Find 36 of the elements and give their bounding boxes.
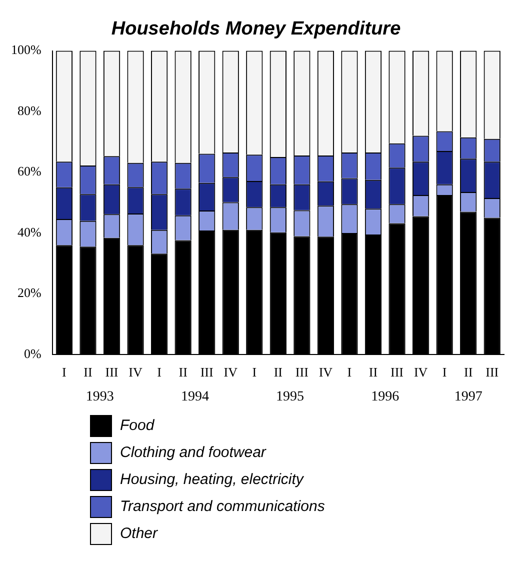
text: 1994 <box>180 390 209 405</box>
x-tick-label: IV <box>224 364 238 380</box>
x-tick-label: II <box>368 364 378 380</box>
chart-title: Households Money Expenditure <box>111 18 402 40</box>
x-tick-label: II <box>84 364 92 380</box>
legend-label: Clothing and footwear <box>120 444 266 461</box>
legend-label: Other <box>120 525 158 542</box>
legend-label: Housing, heating, electricity <box>120 471 304 488</box>
legend-label: Food <box>120 417 154 434</box>
y-tick-label: 60% <box>17 164 42 179</box>
y-tick-label: 40% <box>17 224 42 240</box>
x-tick-label: III <box>200 364 214 380</box>
x-tick-label: III <box>295 364 308 380</box>
text: 1997 <box>454 390 482 405</box>
y-tick-label: 80% <box>17 102 42 118</box>
x-tick-label: I <box>157 364 162 380</box>
y-tick-label: 20% <box>17 285 42 300</box>
x-tick-label: IV <box>128 364 143 380</box>
x-tick-label: I <box>252 364 257 380</box>
x-tick-label: III <box>486 364 499 380</box>
y-tick-label: 0% <box>24 346 42 361</box>
x-tick-label: IV <box>414 364 428 380</box>
x-tick-label: I <box>347 364 352 380</box>
text: 1995 <box>276 390 304 405</box>
x-tick-label: I <box>442 364 447 380</box>
x-tick-label: I <box>62 364 66 380</box>
legend-label: Transport and communications <box>120 498 325 515</box>
x-tick-label: II <box>274 364 282 380</box>
y-tick-label: 100% <box>10 42 42 58</box>
x-tick-label: IV <box>318 364 334 380</box>
x-tick-label: II <box>464 364 473 380</box>
x-tick-label: III <box>105 364 118 380</box>
x-tick-label: II <box>178 364 188 380</box>
text: 1996 <box>371 390 400 405</box>
x-tick-label: III <box>390 364 404 380</box>
text: 1993 <box>86 390 114 405</box>
